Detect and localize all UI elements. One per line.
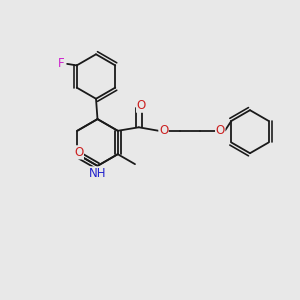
Text: O: O <box>216 124 225 137</box>
Text: O: O <box>136 99 146 112</box>
Text: F: F <box>58 57 64 70</box>
Text: NH: NH <box>89 167 107 180</box>
Text: O: O <box>74 146 83 159</box>
Text: O: O <box>159 124 168 137</box>
